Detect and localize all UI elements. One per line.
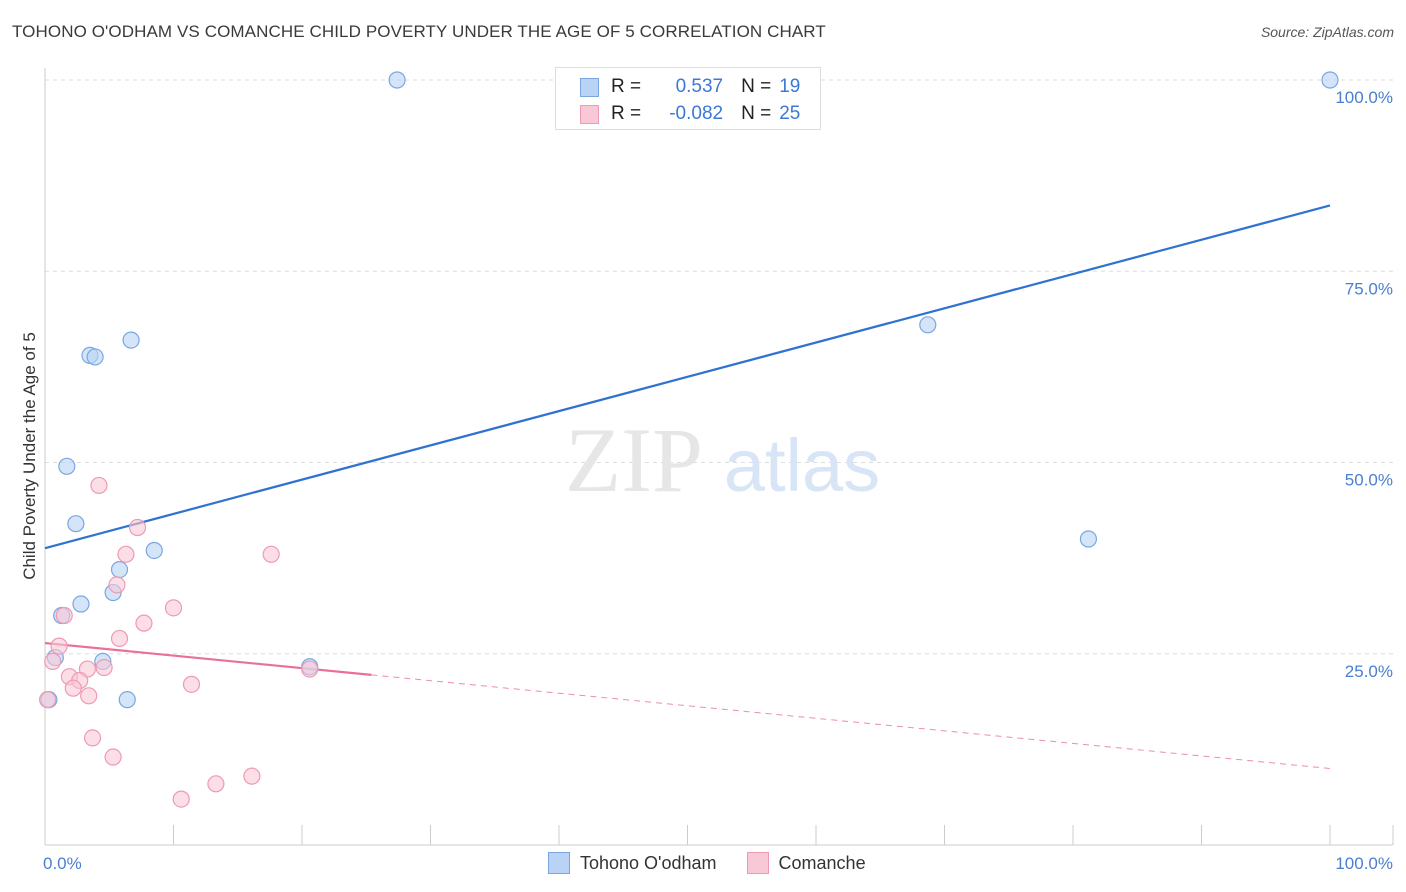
data-point-pink — [64, 679, 82, 697]
data-point-blue — [86, 348, 104, 366]
watermark-zip: ZIP — [565, 409, 703, 511]
data-point-pink — [243, 767, 261, 785]
watermark-atlas: atlas — [724, 424, 880, 507]
legend-n-value: 19 — [779, 76, 801, 97]
data-point-pink — [80, 687, 98, 705]
series-legend-comanche: Comanche — [746, 852, 866, 874]
grid-layer — [45, 79, 1393, 655]
data-point-pink — [50, 637, 68, 655]
legend-swatch-blue — [580, 77, 599, 97]
data-point-blue — [122, 331, 140, 349]
chart-title: TOHONO O'ODHAM VS COMANCHE CHILD POVERTY… — [12, 22, 826, 41]
series-legend-label: Tohono O'odham — [580, 852, 717, 873]
watermark: ZIP atlas — [565, 409, 880, 511]
series-swatch-pink — [746, 852, 769, 874]
y-tick-label: 25.0% — [1345, 662, 1393, 681]
data-point-blue — [110, 560, 129, 579]
legend-r-label: R = — [611, 103, 642, 124]
data-point-pink — [110, 629, 129, 648]
data-point-blue — [72, 595, 90, 613]
series-swatch-blue — [548, 852, 570, 874]
legend-row-comanche: R = -0.082 N = 25 — [580, 102, 800, 126]
trend-line-blue — [44, 204, 1331, 550]
data-point-pink — [83, 729, 102, 747]
tick-labels: 25.0% 50.0% 75.0% 100.0% 0.0% 100.0% — [43, 88, 1393, 873]
data-points — [38, 71, 1339, 808]
data-point-pink — [117, 545, 135, 563]
data-point-pink — [207, 775, 225, 793]
data-point-pink — [38, 691, 57, 709]
data-point-pink — [44, 652, 62, 671]
legend-r-label: R = — [611, 76, 642, 97]
correlation-legend: R = 0.537 N = 19 R = -0.082 N = 25 — [555, 67, 821, 130]
y-tick-label: 75.0% — [1345, 279, 1393, 298]
data-point-pink — [90, 476, 108, 495]
x-tick-label: 100.0% — [1335, 854, 1393, 873]
data-point-pink — [104, 748, 122, 766]
data-point-pink — [164, 599, 183, 617]
legend-swatch-pink — [580, 104, 599, 124]
data-point-blue — [388, 71, 406, 89]
data-point-blue — [1079, 530, 1098, 548]
axes-layer — [44, 68, 1394, 846]
data-point-blue — [919, 316, 937, 334]
y-tick-label: 100.0% — [1335, 88, 1393, 107]
legend-r-value: -0.082 — [669, 103, 724, 124]
data-point-pink — [262, 545, 280, 563]
data-point-blue — [67, 515, 85, 533]
data-point-pink — [301, 660, 319, 678]
data-point-pink — [135, 614, 153, 632]
series-legend-label: Comanche — [778, 852, 866, 873]
legend-n-value: 25 — [779, 103, 801, 124]
data-point-blue — [1321, 71, 1339, 89]
y-tick-label: 50.0% — [1345, 471, 1393, 490]
series-legend: Tohono O'odham Comanche — [548, 852, 896, 874]
x-tick-label: 0.0% — [43, 854, 82, 873]
data-point-pink — [128, 518, 147, 537]
data-point-blue — [118, 691, 136, 709]
data-point-pink — [182, 675, 201, 693]
series-legend-tohono: Tohono O'odham — [548, 852, 717, 874]
data-point-pink — [55, 606, 73, 625]
legend-n-label: N = — [741, 103, 772, 124]
source-credit: Source: ZipAtlas.com — [1260, 24, 1394, 40]
legend-r-value: 0.537 — [675, 76, 724, 97]
data-point-pink — [108, 576, 126, 594]
legend-row-tohono: R = 0.537 N = 19 — [580, 75, 800, 99]
legend-n-label: N = — [741, 76, 772, 97]
trend-line-dashed-pink — [371, 674, 1331, 769]
y-axis-label: Child Poverty Under the Age of 5 — [20, 332, 39, 580]
data-point-blue — [58, 457, 76, 475]
data-point-blue — [145, 541, 163, 560]
data-point-pink — [172, 790, 190, 808]
data-point-pink — [95, 658, 113, 677]
